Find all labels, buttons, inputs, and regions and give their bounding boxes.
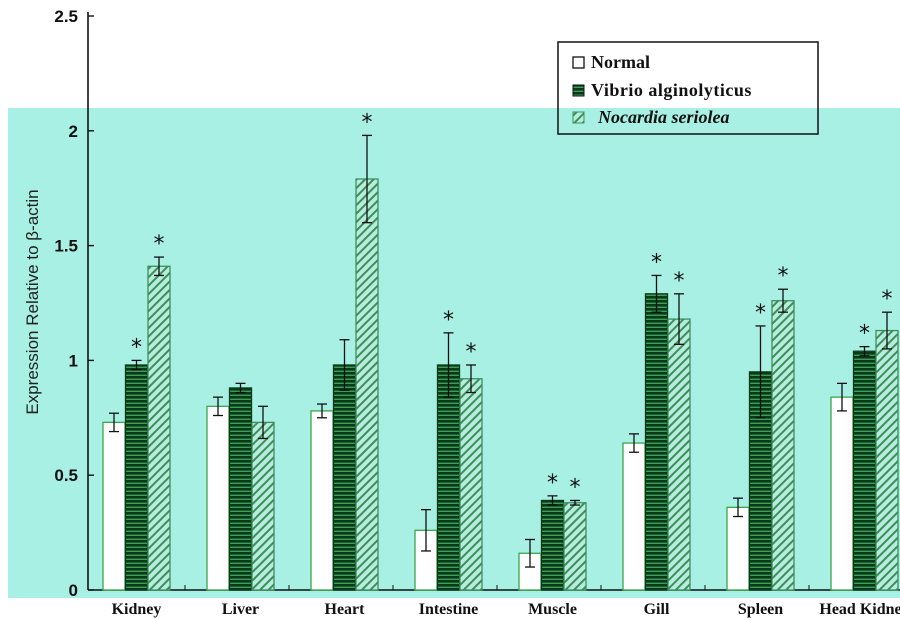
legend: Normal Vibrio alginolyticus Nocardia ser… xyxy=(557,41,819,135)
significance-marker: * xyxy=(570,475,581,500)
y-tick-label: 0.5 xyxy=(54,466,78,485)
significance-marker: * xyxy=(882,287,893,312)
bar-vibrio xyxy=(644,293,669,591)
y-axis-label: Expression Relative to β-actin xyxy=(23,189,42,414)
significance-marker: * xyxy=(443,308,454,333)
x-category-label: Muscle xyxy=(528,601,577,618)
bar-vibrio xyxy=(228,387,253,591)
significance-marker: * xyxy=(131,335,142,360)
bar-nocardia xyxy=(459,378,483,591)
y-tick-label: 0 xyxy=(69,581,78,600)
legend-box xyxy=(557,41,819,135)
y-tick-label: 1 xyxy=(69,351,78,370)
significance-marker: * xyxy=(651,250,662,275)
bar-nocardia xyxy=(563,502,587,591)
significance-marker: * xyxy=(466,340,477,365)
significance-marker: * xyxy=(674,269,685,294)
x-category-label: Intestine xyxy=(419,601,479,618)
bar-nocardia xyxy=(875,329,899,591)
labels-layer: 0 0.5 1 1.5 2 2.5 * * Kidney Liver * Heart * * Intesti… xyxy=(54,7,900,618)
bar-normal xyxy=(622,442,646,591)
x-category-label: Kidney xyxy=(112,601,162,618)
legend-swatch-vibrio xyxy=(572,84,585,97)
x-category-label: Spleen xyxy=(738,601,783,618)
bar-vibrio xyxy=(124,364,149,591)
bar-nocardia xyxy=(147,265,171,591)
significance-marker: * xyxy=(154,232,165,257)
bar-nocardia xyxy=(251,421,275,591)
bar-vibrio xyxy=(540,499,565,591)
x-category-label: Gill xyxy=(644,601,670,618)
x-category-label: Liver xyxy=(222,601,259,618)
significance-marker: * xyxy=(778,264,789,289)
bar-nocardia xyxy=(667,318,691,591)
bars-layer xyxy=(102,134,899,591)
bar-vibrio xyxy=(852,350,877,591)
legend-label-vibrio: Vibrio alginolyticus xyxy=(591,80,752,100)
legend-label-normal: Normal xyxy=(591,52,650,72)
x-category-label: Heart xyxy=(325,601,366,618)
bar-normal xyxy=(206,405,230,591)
legend-label-nocardia: Nocardia seriolea xyxy=(597,107,729,127)
bar-normal xyxy=(102,421,126,591)
bar-normal xyxy=(830,396,854,591)
x-category-label: Head Kidney xyxy=(819,601,900,618)
y-tick-label: 1.5 xyxy=(54,237,78,256)
y-tick-label: 2 xyxy=(69,122,78,141)
bar-normal xyxy=(310,410,334,591)
y-tick-label: 2.5 xyxy=(54,7,78,26)
bar-nocardia xyxy=(771,300,795,591)
significance-marker: * xyxy=(362,110,373,135)
bar-vibrio xyxy=(332,364,357,591)
legend-swatch-nocardia xyxy=(572,111,585,124)
significance-marker: * xyxy=(755,301,766,326)
significance-marker: * xyxy=(859,322,870,347)
significance-marker: * xyxy=(547,471,558,496)
bar-nocardia xyxy=(355,178,379,591)
bar-normal xyxy=(726,506,750,591)
legend-swatch-normal xyxy=(572,56,585,69)
bar-vibrio xyxy=(436,364,461,591)
